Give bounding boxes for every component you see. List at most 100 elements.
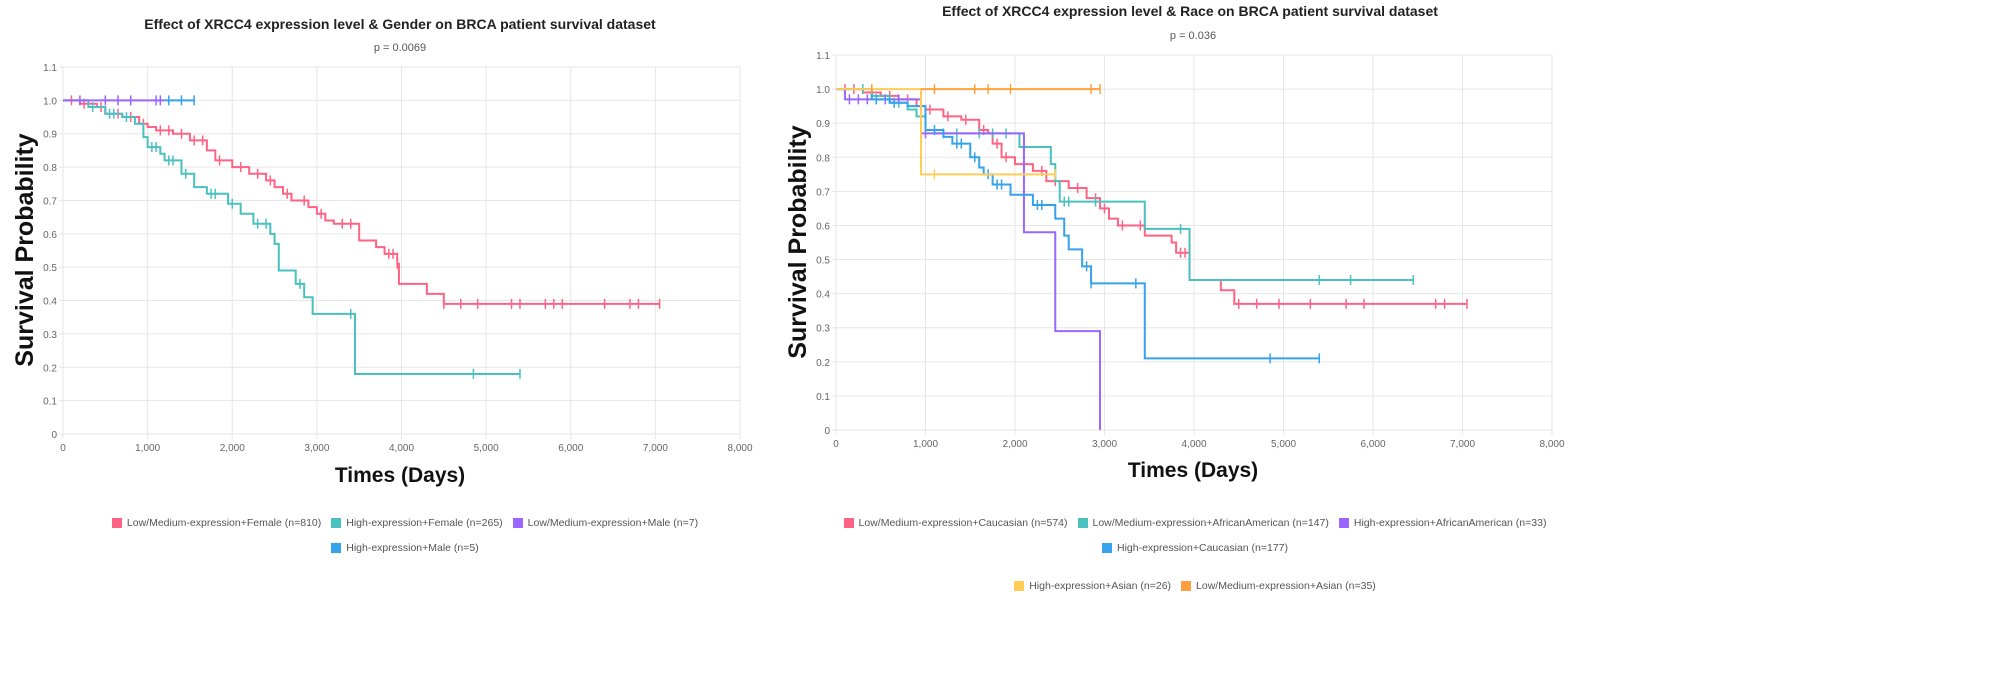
- survival-curve: [836, 88, 1414, 281]
- legend-swatch: [111, 518, 122, 528]
- y-tick-label: 0.3: [816, 324, 830, 335]
- x-axis-label: Times (Days): [335, 464, 465, 487]
- series-0: [63, 95, 661, 309]
- legend-item[interactable]: Low/Medium-expression+Male (n=7): [512, 517, 699, 529]
- y-tick-label: 0.5: [43, 263, 57, 274]
- y-tick-label: 0.5: [816, 256, 830, 267]
- y-axis-label: Survival Probability: [784, 125, 812, 359]
- legend-label: High-expression+Caucasian (n=177): [1116, 542, 1288, 554]
- x-tick-label: 0: [833, 439, 839, 450]
- x-tick-label: 6,000: [558, 443, 583, 454]
- legend-swatch: [512, 518, 523, 528]
- series-3: [836, 88, 1321, 364]
- legend-item[interactable]: Low/Medium-expression+Female (n=810): [111, 517, 322, 529]
- survival-curve: [836, 88, 1467, 305]
- series-3: [164, 95, 195, 106]
- x-tick-label: 0: [60, 443, 66, 454]
- legend-swatch: [1014, 581, 1025, 591]
- y-tick-label: 0.8: [43, 163, 57, 174]
- legend-item[interactable]: High-expression+Asian (n=26): [1014, 580, 1171, 592]
- p-value: p = 0.0069: [374, 42, 426, 54]
- legend-swatch: [331, 543, 342, 553]
- y-tick-label: 0.2: [816, 358, 830, 369]
- x-tick-label: 4,000: [1181, 439, 1206, 450]
- y-tick-label: 1.0: [816, 85, 830, 96]
- gender-chart: Effect of XRCC4 expression level & Gende…: [11, 16, 753, 487]
- y-tick-label: 1.1: [816, 51, 830, 62]
- legend-item[interactable]: High-expression+Female (n=265): [331, 517, 503, 529]
- x-tick-label: 8,000: [727, 443, 752, 454]
- survival-curve: [836, 88, 1056, 176]
- series-5: [871, 84, 1101, 95]
- y-tick-label: 0.2: [43, 363, 57, 374]
- legend-swatch: [1338, 518, 1349, 528]
- legend-item[interactable]: Low/Medium-expression+Caucasian (n=574): [843, 517, 1068, 529]
- legend-label: High-expression+AfricanAmerican (n=33): [1353, 517, 1547, 529]
- survival-curve: [63, 99, 520, 375]
- y-tick-label: 0: [824, 426, 830, 437]
- legend-item[interactable]: Low/Medium-expression+AfricanAmerican (n…: [1077, 517, 1329, 529]
- legend-item[interactable]: High-expression+AfricanAmerican (n=33): [1338, 517, 1547, 529]
- legend: Low/Medium-expression+Caucasian (n=574) L…: [810, 517, 1580, 592]
- x-tick-label: 1,000: [913, 439, 938, 450]
- y-tick-label: 0.4: [816, 290, 830, 301]
- legend-item[interactable]: Low/Medium-expression+Asian (n=35): [1181, 580, 1376, 592]
- survival-curve: [836, 88, 1320, 360]
- y-tick-label: 0.7: [43, 196, 57, 207]
- y-tick-label: 0: [51, 430, 57, 441]
- x-tick-label: 5,000: [1271, 439, 1296, 450]
- p-value: p = 0.036: [1170, 30, 1216, 42]
- x-tick-label: 5,000: [474, 443, 499, 454]
- x-tick-label: 3,000: [1092, 439, 1117, 450]
- legend-label: Low/Medium-expression+Asian (n=35): [1196, 580, 1376, 592]
- series-0: [836, 84, 1468, 309]
- survival-curve: [836, 88, 1102, 430]
- gridlines: [59, 66, 741, 439]
- legend-label: Low/Medium-expression+Male (n=7): [527, 517, 699, 529]
- y-tick-label: 0.8: [816, 153, 830, 164]
- y-tick-label: 0.9: [43, 130, 57, 141]
- race-chart: Effect of XRCC4 expression level & Race …: [784, 3, 1565, 482]
- legend: Low/Medium-expression+Female (n=810) High…: [60, 517, 750, 554]
- y-tick-label: 0.7: [816, 187, 830, 198]
- series-1: [836, 84, 1415, 285]
- survival-curve: [63, 99, 660, 305]
- y-tick-label: 0.4: [43, 297, 57, 308]
- y-tick-label: 0.1: [816, 392, 830, 403]
- x-tick-label: 6,000: [1360, 439, 1385, 450]
- legend-item[interactable]: High-expression+Caucasian (n=177): [1101, 542, 1288, 554]
- x-axis-label: Times (Days): [1128, 459, 1258, 482]
- x-tick-label: 4,000: [389, 443, 414, 454]
- series-2: [63, 95, 165, 106]
- y-tick-label: 0.6: [43, 230, 57, 241]
- legend-swatch: [1077, 518, 1088, 528]
- y-tick-label: 1.0: [43, 96, 57, 107]
- legend-swatch: [1181, 581, 1192, 591]
- x-tick-label: 2,000: [1002, 439, 1027, 450]
- y-tick-label: 0.9: [816, 119, 830, 130]
- x-tick-label: 1,000: [135, 443, 160, 454]
- y-axis-label: Survival Probability: [11, 133, 39, 367]
- legend-item[interactable]: High-expression+Male (n=5): [331, 542, 479, 554]
- x-tick-label: 7,000: [1450, 439, 1475, 450]
- legend-swatch: [1101, 543, 1112, 553]
- x-tick-label: 2,000: [220, 443, 245, 454]
- legend-label: Low/Medium-expression+AfricanAmerican (n…: [1092, 517, 1329, 529]
- series-4: [836, 88, 1057, 180]
- y-tick-label: 1.1: [43, 63, 57, 74]
- legend-swatch: [843, 518, 854, 528]
- y-tick-label: 0.6: [816, 221, 830, 232]
- gridlines: [832, 54, 1553, 435]
- legend-label: High-expression+Female (n=265): [346, 517, 503, 529]
- y-tick-label: 0.1: [43, 397, 57, 408]
- legend-label: Low/Medium-expression+Caucasian (n=574): [858, 517, 1068, 529]
- legend-label: High-expression+Asian (n=26): [1029, 580, 1172, 592]
- x-tick-label: 7,000: [643, 443, 668, 454]
- chart-title: Effect of XRCC4 expression level & Gende…: [144, 16, 656, 32]
- y-tick-label: 0.3: [43, 330, 57, 341]
- series-1: [63, 99, 521, 379]
- legend-label: High-expression+Male (n=5): [346, 542, 479, 554]
- legend-label: Low/Medium-expression+Female (n=810): [126, 517, 322, 529]
